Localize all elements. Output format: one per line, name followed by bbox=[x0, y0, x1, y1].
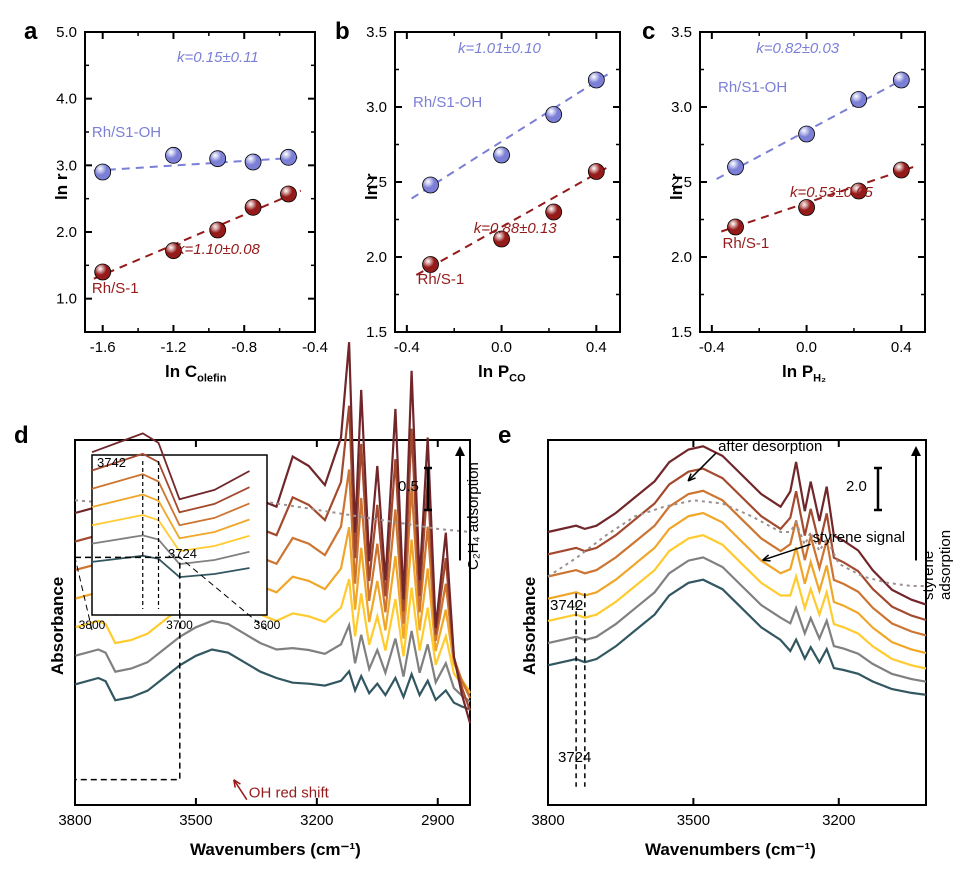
scalebar-label-d: 0.5 bbox=[398, 478, 419, 495]
svg-text:3200: 3200 bbox=[822, 812, 855, 829]
svg-text:3742: 3742 bbox=[550, 597, 583, 614]
ylabel-d: Absorbance bbox=[48, 577, 68, 675]
xlabel-e: Wavenumbers (cm⁻¹) bbox=[645, 840, 816, 860]
ylabel-e: Absorbance bbox=[520, 577, 540, 675]
scalebar-label-e: 2.0 bbox=[846, 478, 867, 495]
svg-text:3800: 3800 bbox=[531, 812, 564, 829]
svg-text:3724: 3724 bbox=[558, 749, 591, 766]
side-label-e: styrene adsorption bbox=[920, 530, 954, 600]
svg-text:3500: 3500 bbox=[677, 812, 710, 829]
side-label-d: C₂H₄ adsorption bbox=[465, 462, 482, 570]
svg-text:after desorption: after desorption bbox=[718, 438, 822, 455]
xlabel-d: Wavenumbers (cm⁻¹) bbox=[190, 840, 361, 860]
svg-text:styrene signal: styrene signal bbox=[813, 529, 906, 546]
spectrum-chart-e: 3800 3500 3200 3742 3724 after desorption styr… bbox=[0, 0, 967, 890]
